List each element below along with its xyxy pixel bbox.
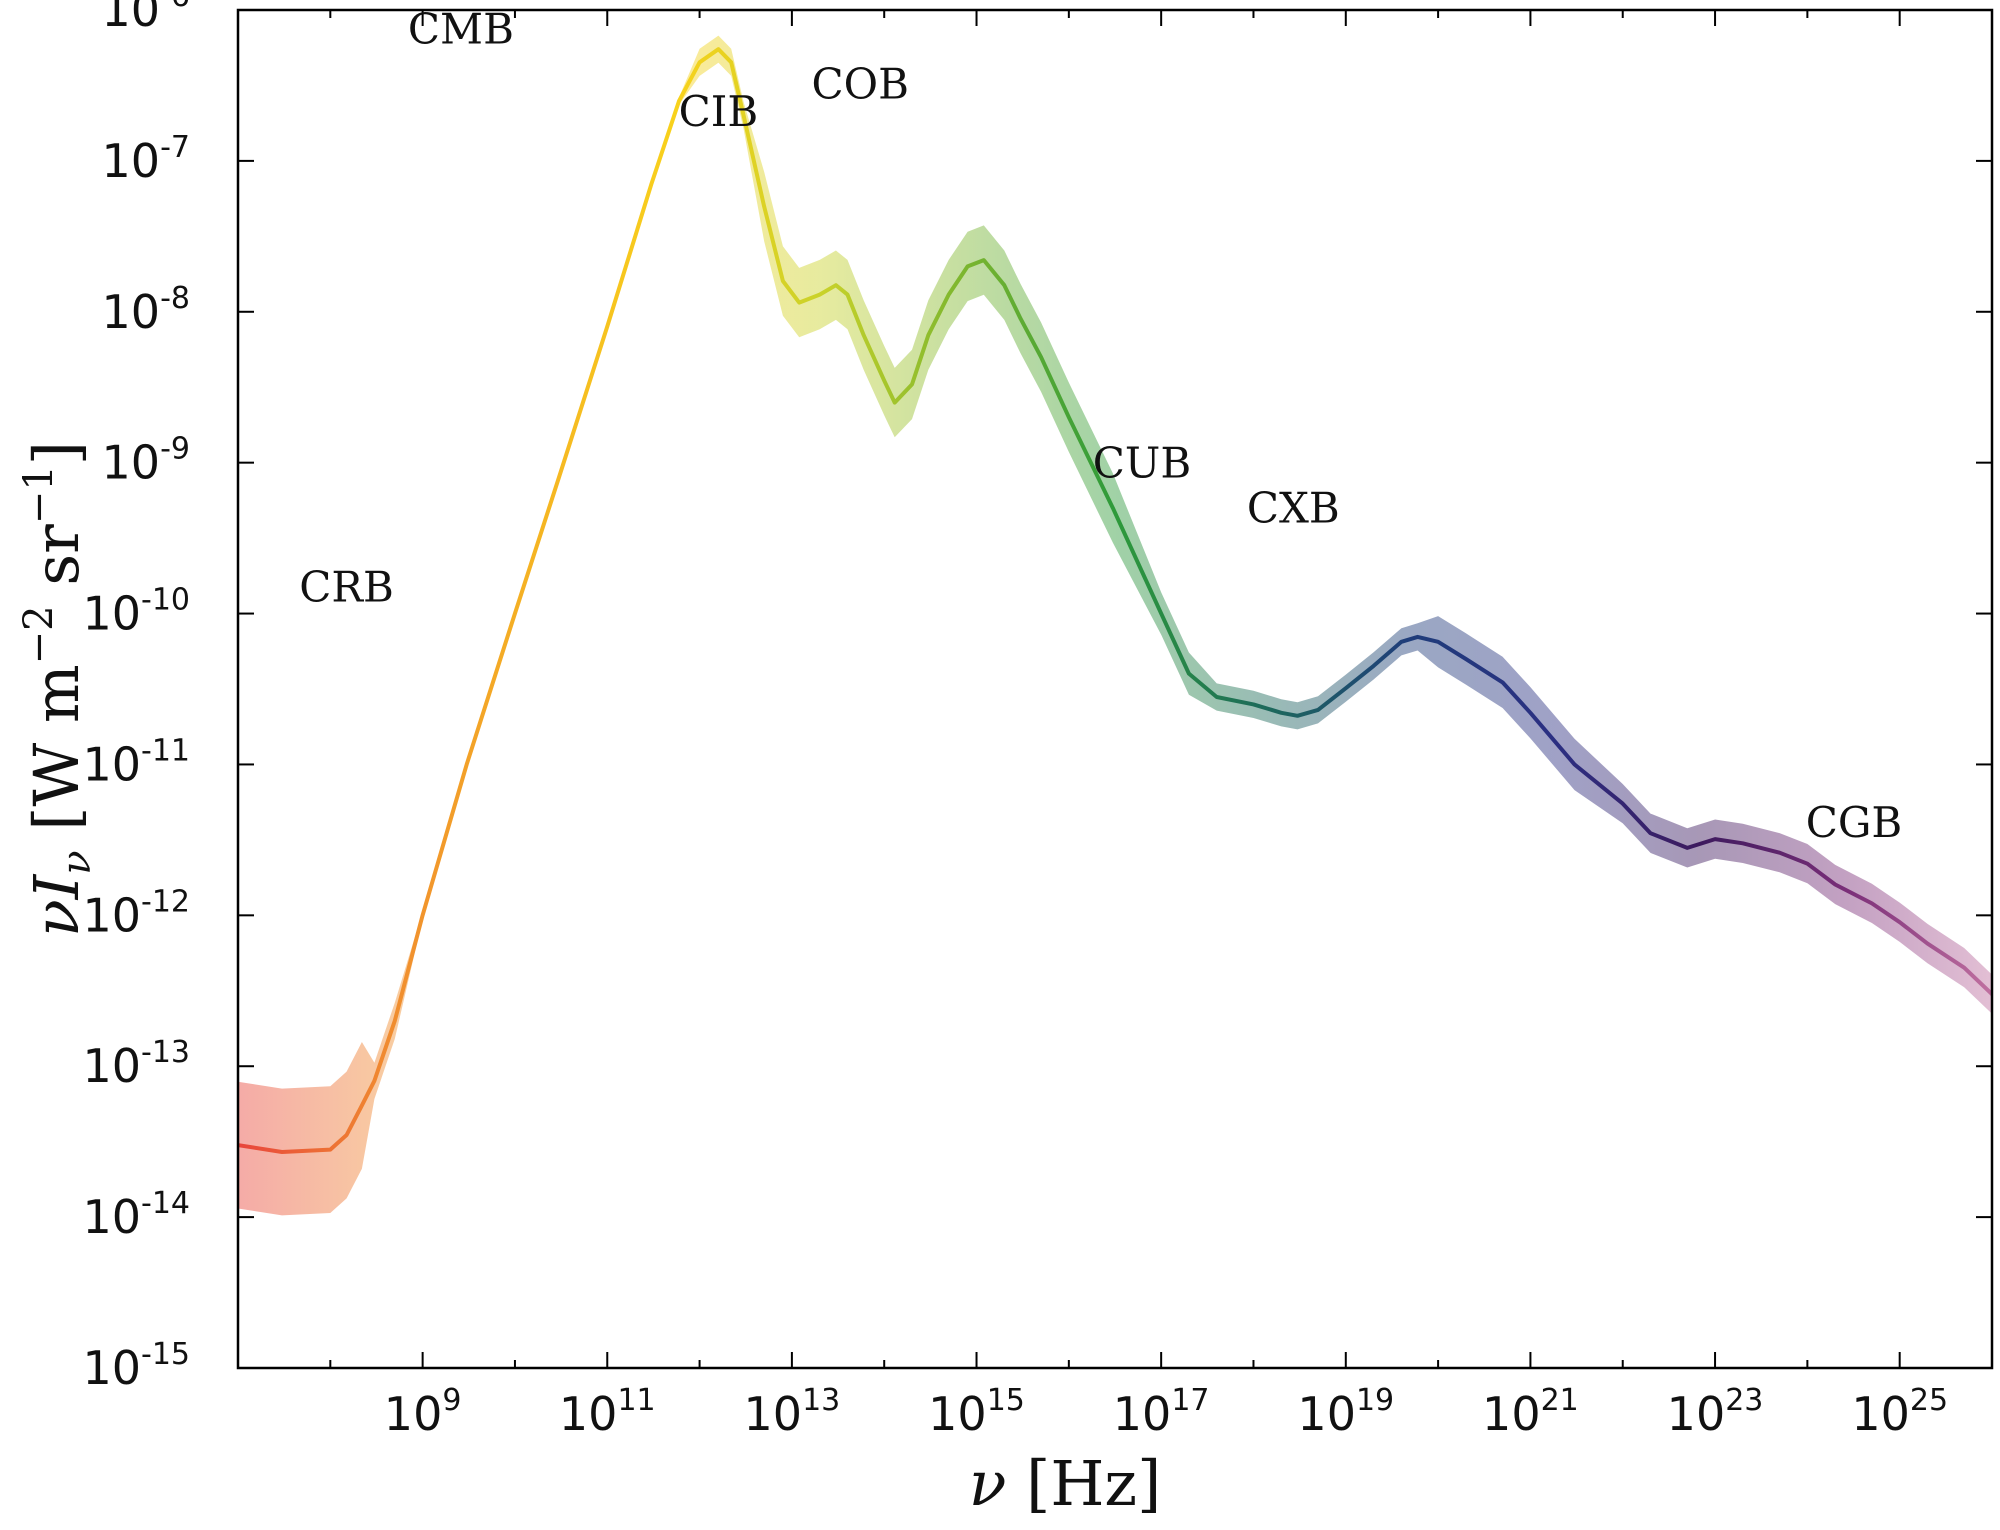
y-tick-label: 10-12 (82, 884, 190, 942)
x-axis: 109 1011 1013 1015 1017 1019 1021 1023 1025 (329, 10, 1948, 1441)
y-tick-label: 10-6 (102, 0, 190, 37)
spectrum-curve (238, 47, 1992, 1154)
y-tick-label: 10-13 (82, 1035, 190, 1093)
x-tick-label: 1021 (1482, 1383, 1579, 1441)
y-tick-label: 10-9 (102, 432, 190, 490)
y-tick-label: 10-14 (82, 1186, 190, 1244)
x-tick-label: 1023 (1667, 1383, 1764, 1441)
y-tick-label: 10-10 (82, 583, 190, 641)
band-label-cmb: CMB (408, 4, 514, 53)
band-label-cgb: CGB (1806, 798, 1903, 847)
x-tick-label: 1017 (1113, 1383, 1210, 1441)
y-axis: 10-6 10-7 10-8 10-9 10-10 10-11 10-12 10-13 10-1… (82, 0, 1992, 1395)
x-tick-label: 109 (384, 1383, 462, 1441)
y-tick-label: 10-15 (82, 1337, 190, 1395)
x-tick-label: 1015 (928, 1383, 1025, 1441)
plot-frame (236, 8, 1994, 1370)
y-tick-label: 10-8 (102, 281, 190, 339)
x-tick-label: 1013 (744, 1383, 841, 1441)
y-axis-title: νIν [W m−2 sr−1] (16, 441, 100, 937)
x-axis-title: ν [Hz] (969, 1447, 1162, 1520)
band-label-cob: COB (812, 59, 909, 108)
x-tick-label: 1011 (559, 1383, 656, 1441)
x-tick-label: 1019 (1297, 1383, 1394, 1441)
band-label-cxb: CXB (1247, 484, 1340, 533)
y-tick-label: 10-7 (102, 130, 190, 188)
band-annotations: CRB CMB CIB COB CUB CXB CGB (299, 4, 1902, 847)
spectrum-line (238, 47, 1992, 1154)
band-label-cib: CIB (679, 87, 759, 136)
y-tick-label: 10-11 (82, 733, 190, 791)
x-tick-label: 1025 (1851, 1383, 1948, 1441)
band-label-crb: CRB (299, 563, 394, 612)
plot-background (238, 10, 1992, 1368)
band-label-cub: CUB (1093, 438, 1191, 487)
